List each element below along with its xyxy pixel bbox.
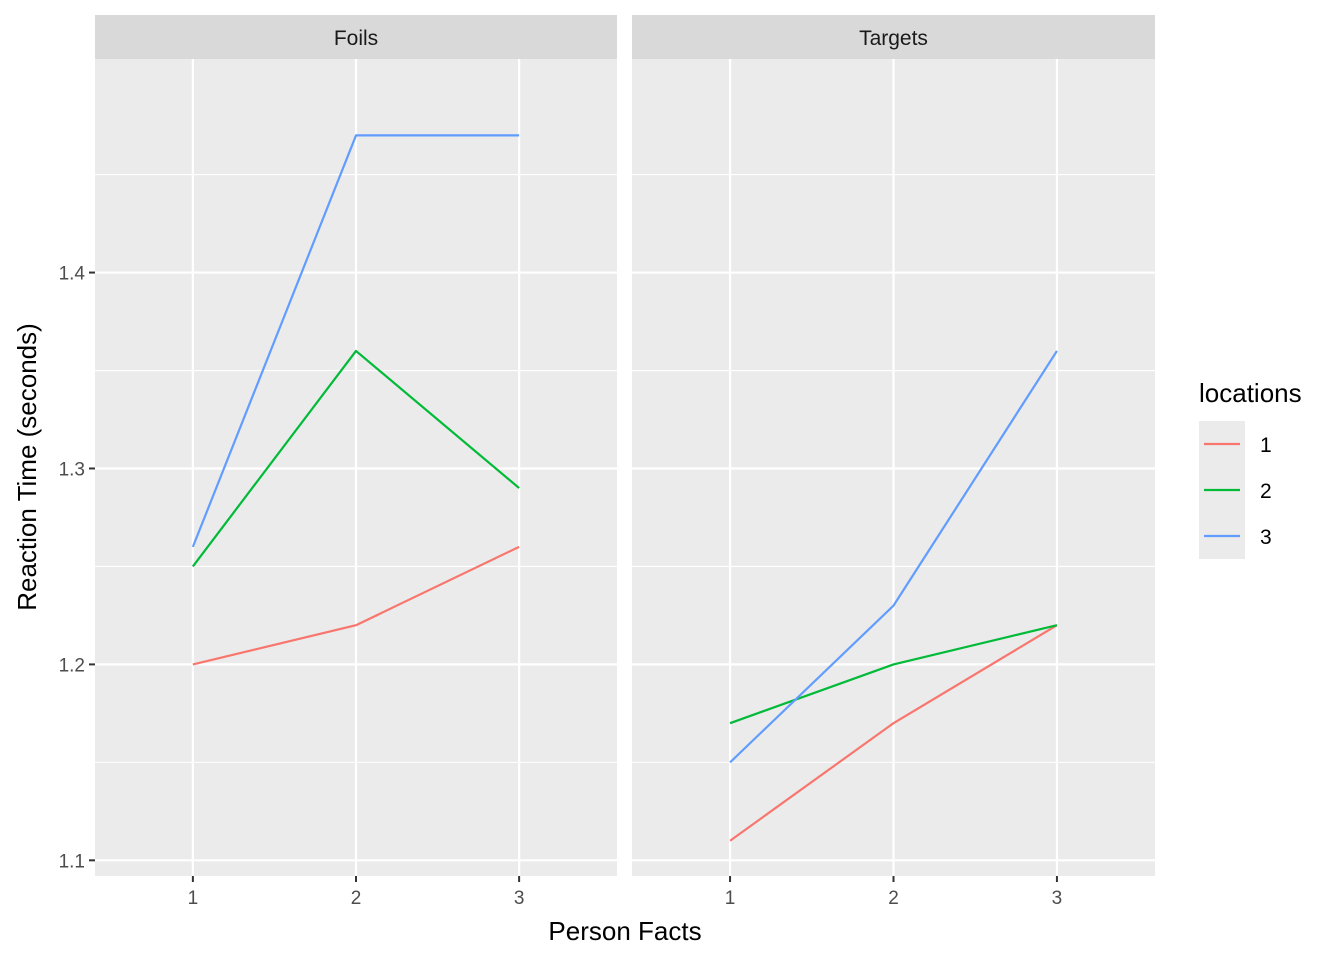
- y-tick-label: 1.1: [59, 851, 85, 872]
- y-tick-label: 1.2: [59, 655, 85, 676]
- legend-item-1: 1: [1199, 421, 1272, 467]
- panel-targets: Targets 1 2 3: [632, 15, 1155, 909]
- series-line-1: [192, 545, 520, 666]
- legend-label: 3: [1260, 526, 1272, 549]
- y-tick-label: 1.3: [59, 459, 85, 480]
- series-line-3: [729, 350, 1058, 764]
- x-tick-label: 3: [514, 888, 525, 909]
- y-tick-label: 1.4: [59, 264, 86, 285]
- y-axis-title: Reaction Time (seconds): [12, 323, 42, 611]
- legend-label: 1: [1260, 434, 1272, 457]
- facet-strip: [632, 15, 1155, 59]
- series-line-1: [729, 624, 1058, 842]
- facet-strip-label: Foils: [334, 27, 378, 50]
- x-tick-label: 2: [888, 888, 899, 909]
- series-line-3: [191, 134, 520, 548]
- legend-item-2: 2: [1199, 467, 1272, 513]
- x-tick-label: 3: [1052, 888, 1063, 909]
- legend-title: locations: [1199, 378, 1302, 408]
- legend: locations 1 2 3: [1199, 378, 1302, 559]
- legend-label: 2: [1260, 480, 1272, 503]
- panel-foils: Foils 1 2 3: [95, 15, 617, 909]
- panels-layer: Foils 1 2 3 Targets 1 2 3: [95, 15, 1155, 909]
- facet-strip: [95, 15, 617, 59]
- legend-item-3: 3: [1199, 513, 1272, 559]
- x-axis-title: Person Facts: [548, 916, 701, 946]
- x-tick-label: 2: [351, 888, 362, 909]
- x-tick-label: 1: [188, 888, 199, 909]
- facet-strip-label: Targets: [859, 27, 928, 50]
- series-line-2: [729, 624, 1058, 725]
- y-axis: 1.1 1.2 1.3 1.4: [59, 264, 95, 872]
- series-line-2: [191, 349, 520, 568]
- x-tick-label: 1: [725, 888, 736, 909]
